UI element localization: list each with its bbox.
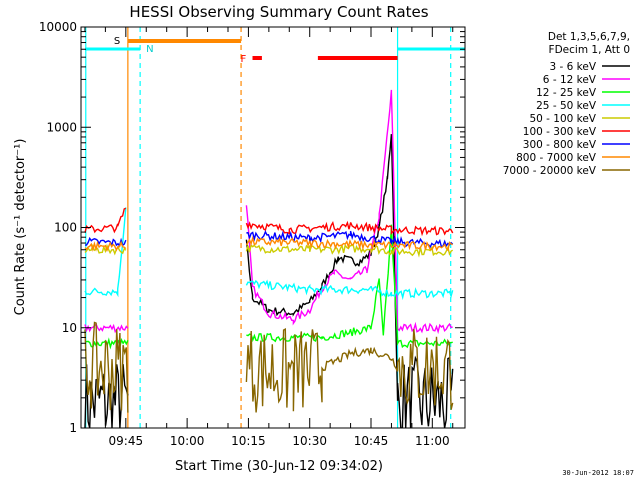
legend-label-2: 12 - 25 keV: [536, 87, 597, 99]
x-tick-label-1: 10:00: [170, 434, 205, 448]
legend-header-0: Det 1,3,5,6,7,9,: [548, 31, 630, 43]
x-tick-label-4: 10:45: [354, 434, 389, 448]
legend-label-3: 25 - 50 keV: [536, 100, 597, 112]
legend-label-5: 100 - 300 keV: [523, 126, 597, 138]
x-axis-label: Start Time (30-Jun-12 09:34:02): [175, 459, 383, 474]
x-tick-label-0: 09:45: [109, 434, 144, 448]
legend: Det 1,3,5,6,7,9,FDecim 1, Att 0 3 - 6 keV…: [503, 31, 630, 177]
series-line-8: [84, 321, 454, 413]
series-line-6: [85, 230, 454, 249]
y-tick-label-1: 10: [62, 321, 77, 335]
plot-area: S N F: [84, 27, 465, 428]
y-axis-label: Count Rate (s⁻¹ detector⁻¹): [13, 139, 28, 316]
y-tick-label-2: 100: [54, 221, 77, 235]
legend-label-4: 50 - 100 keV: [529, 113, 596, 125]
x-tick-label-3: 10:30: [292, 434, 327, 448]
series-line-4: [84, 243, 454, 258]
series-line-5: [84, 207, 454, 237]
series-line-7: [84, 235, 453, 253]
legend-label-1: 6 - 12 keV: [543, 74, 597, 86]
chart-title: HESSI Observing Summary Count Rates: [129, 3, 428, 21]
orange-bar-label: S: [114, 36, 120, 47]
legend-label-7: 800 - 7000 keV: [516, 152, 597, 164]
cyan-bar-label: N: [146, 44, 153, 55]
legend-label-6: 300 - 800 keV: [523, 139, 597, 151]
legend-label-8: 7000 - 20000 keV: [503, 165, 597, 177]
y-tick-label-3: 1000: [46, 120, 77, 134]
axes: 1 10 100 1000 10000 09:45 10:00 10:15 10:30 10:45…: [39, 20, 466, 448]
y-tick-label-4: 10000: [39, 20, 77, 34]
legend-label-0: 3 - 6 keV: [549, 61, 596, 73]
date-stamp: 30-Jun-2012 18:07: [562, 469, 634, 477]
red-bar-label: F: [241, 54, 247, 65]
series-line-1: [84, 89, 453, 335]
y-tick-label-0: 1: [69, 421, 77, 435]
series-line-3: [84, 207, 454, 301]
x-tick-label-2: 10:15: [231, 434, 266, 448]
x-tick-label-5: 11:00: [415, 434, 450, 448]
legend-header-1: FDecim 1, Att 0: [549, 44, 630, 56]
